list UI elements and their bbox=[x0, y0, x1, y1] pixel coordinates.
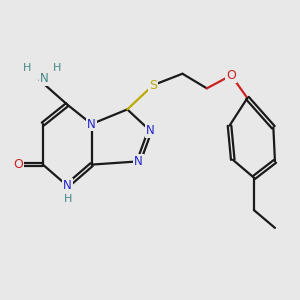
Text: N: N bbox=[40, 72, 49, 85]
Text: O: O bbox=[226, 69, 236, 82]
Text: N: N bbox=[87, 118, 96, 130]
Text: H: H bbox=[53, 63, 62, 73]
Text: N: N bbox=[63, 179, 72, 192]
Text: O: O bbox=[14, 158, 23, 171]
Text: H: H bbox=[23, 63, 32, 73]
Text: S: S bbox=[149, 79, 157, 92]
Text: N: N bbox=[134, 155, 143, 168]
Text: N: N bbox=[146, 124, 154, 137]
Text: H: H bbox=[64, 194, 72, 204]
